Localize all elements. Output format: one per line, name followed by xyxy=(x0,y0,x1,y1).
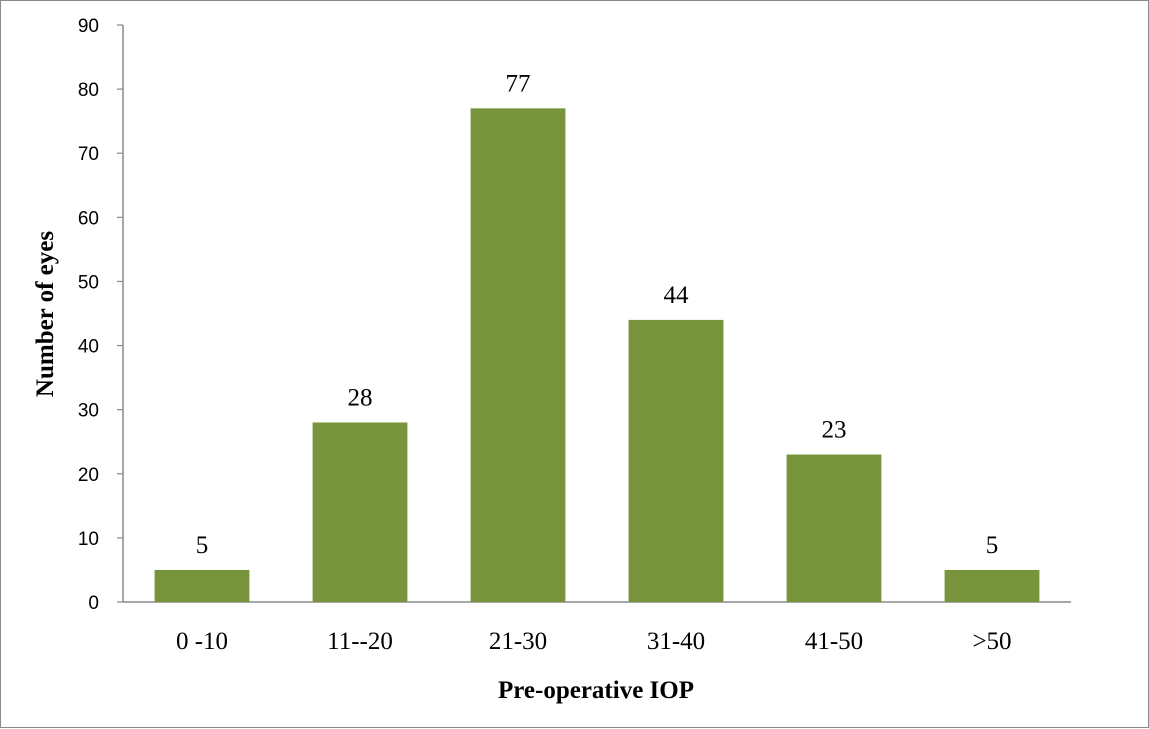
data-label: 23 xyxy=(822,417,847,444)
data-label: 44 xyxy=(664,282,690,309)
y-tick-label: 0 xyxy=(88,593,99,614)
x-tick-label: >50 xyxy=(972,628,1011,655)
x-tick-label: 11--20 xyxy=(327,628,393,655)
y-tick-label: 80 xyxy=(78,80,99,101)
data-label: 77 xyxy=(506,70,531,97)
x-tick-label: 31-40 xyxy=(647,628,705,655)
bar xyxy=(312,422,408,602)
y-axis-title: Number of eyes xyxy=(32,231,59,397)
x-axis-title: Pre-operative IOP xyxy=(498,677,694,704)
y-tick-label: 10 xyxy=(78,529,99,550)
y-tick-label: 90 xyxy=(78,16,99,37)
y-tick-label: 20 xyxy=(78,465,99,486)
data-label: 5 xyxy=(986,532,999,559)
data-labels: 5 28 77 44 23 5 xyxy=(196,70,999,559)
x-tick-label: 21-30 xyxy=(489,628,547,655)
y-tick-label: 70 xyxy=(78,144,99,165)
bar xyxy=(470,108,566,602)
y-tick-label: 40 xyxy=(78,337,99,358)
y-tick-label: 30 xyxy=(78,401,99,422)
bars xyxy=(154,108,1040,602)
data-label: 28 xyxy=(348,384,373,411)
y-tick-label: 60 xyxy=(78,208,99,229)
x-tick-label: 0 -10 xyxy=(176,628,228,655)
x-axis: 0 -10 11--20 21-30 31-40 41-50 >50 xyxy=(123,601,1071,655)
x-tick-label: 41-50 xyxy=(805,628,863,655)
bar xyxy=(628,319,724,602)
bar xyxy=(154,569,250,602)
y-axis: 0 10 20 30 40 50 60 70 80 90 xyxy=(78,16,124,614)
bar xyxy=(786,454,882,602)
y-tick-label: 50 xyxy=(78,272,99,293)
bar xyxy=(944,569,1040,602)
data-label: 5 xyxy=(196,532,209,559)
